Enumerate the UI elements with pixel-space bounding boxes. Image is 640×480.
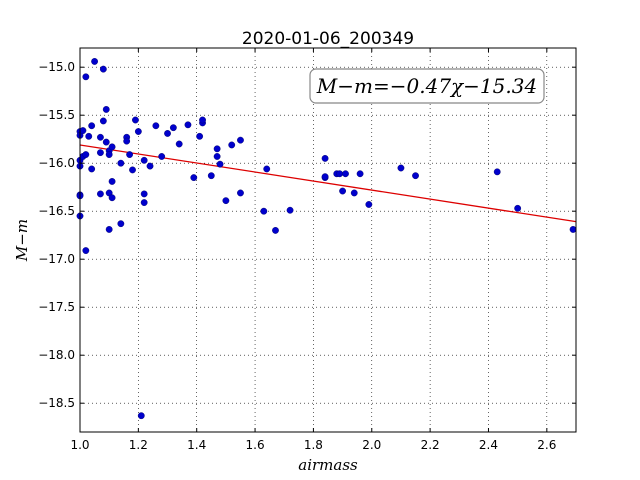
data-point	[91, 58, 98, 65]
data-point	[272, 226, 279, 234]
data-point	[321, 173, 329, 181]
data-point	[88, 165, 96, 173]
data-point	[88, 122, 96, 130]
data-point	[397, 164, 405, 172]
y-axis-label: M−m	[13, 219, 31, 262]
data-point	[117, 159, 125, 167]
data-point	[123, 137, 131, 145]
data-point	[140, 156, 148, 164]
y-tick-label: −15.5	[38, 108, 75, 122]
data-point	[356, 170, 364, 178]
data-point	[105, 226, 113, 233]
x-axis-ticks: 1.0 1.2 1.4 1.6 1.8 2.0 2.2 2.4 2.6	[70, 48, 556, 452]
data-points	[76, 58, 577, 420]
data-point	[493, 168, 501, 176]
data-point	[569, 226, 577, 233]
data-point	[286, 206, 294, 214]
x-tick-label: 1.2	[129, 438, 148, 452]
data-point	[129, 166, 136, 174]
data-point	[321, 154, 329, 162]
data-point	[134, 128, 142, 135]
data-point	[140, 199, 148, 206]
data-point	[99, 117, 107, 125]
data-point	[164, 130, 171, 137]
chart-title: 2020-01-06_200349	[242, 29, 414, 49]
data-point	[97, 133, 104, 141]
data-point	[97, 149, 104, 157]
x-tick-label: 1.8	[304, 438, 323, 452]
data-point	[132, 116, 139, 124]
data-point	[117, 220, 125, 228]
data-point	[108, 178, 116, 185]
data-point	[108, 143, 116, 151]
data-point	[263, 165, 271, 173]
data-point	[237, 189, 244, 197]
data-point	[102, 106, 110, 113]
data-point	[350, 189, 358, 197]
y-axis-ticks: −15.0 −15.5 −16.0 −16.5 −17.0 −17.5 −18.0 −18.5	[38, 60, 576, 410]
x-tick-label: 2.2	[421, 438, 440, 452]
y-tick-label: −15.0	[38, 60, 75, 74]
data-point	[102, 138, 110, 146]
data-point	[216, 160, 224, 168]
data-point	[82, 73, 90, 81]
y-tick-label: −16.5	[38, 204, 75, 218]
data-point	[184, 121, 192, 129]
x-tick-label: 1.4	[187, 438, 206, 452]
equation-box-border	[309, 68, 545, 104]
y-tick-label: −18.5	[38, 396, 75, 410]
data-point	[126, 151, 134, 158]
y-tick-label: −17.5	[38, 300, 75, 314]
data-point	[260, 207, 268, 215]
x-tick-label: 2.4	[479, 438, 498, 452]
data-point	[97, 190, 104, 198]
equation-box: M−m=−0.47χ−15.34	[309, 68, 545, 104]
x-tick-label: 1.6	[246, 438, 265, 452]
data-point	[213, 145, 221, 153]
data-point	[207, 172, 215, 180]
data-point	[82, 151, 90, 158]
data-point	[137, 412, 145, 420]
y-tick-label: −17.0	[38, 252, 75, 266]
data-point	[108, 194, 116, 202]
data-point	[175, 140, 183, 148]
data-point	[158, 153, 166, 160]
data-point	[342, 170, 349, 178]
x-tick-label: 2.6	[537, 438, 556, 452]
equation-text: M−m=−0.47χ−15.34	[316, 74, 537, 98]
x-axis-label: airmass	[298, 456, 358, 474]
y-tick-label: −18.0	[38, 348, 75, 362]
data-point	[228, 141, 236, 149]
grid-lines	[80, 48, 576, 432]
data-point	[152, 122, 160, 130]
plot-frame	[79, 47, 577, 433]
data-point	[196, 132, 204, 140]
data-point	[336, 170, 344, 178]
data-point	[237, 136, 244, 144]
data-point	[146, 162, 154, 170]
data-point	[140, 190, 148, 198]
data-point	[169, 124, 177, 132]
data-point	[82, 247, 90, 254]
x-tick-label: 2.0	[362, 438, 381, 452]
data-point	[365, 201, 373, 208]
data-point	[213, 153, 221, 160]
data-point	[514, 204, 522, 212]
data-point	[339, 187, 346, 195]
data-point	[199, 116, 206, 124]
data-point	[190, 174, 198, 182]
data-point	[222, 197, 230, 205]
data-point	[79, 127, 87, 134]
data-point	[105, 151, 113, 158]
y-tick-label: −16.0	[38, 156, 75, 170]
x-tick-label: 1.0	[70, 438, 89, 452]
data-point	[85, 132, 93, 140]
data-point	[99, 65, 107, 73]
data-point	[412, 172, 419, 180]
